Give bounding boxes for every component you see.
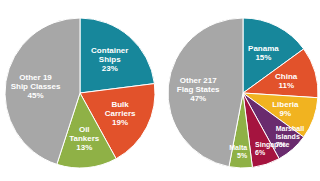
slice-label-line: Islands <box>276 133 300 140</box>
data-label: 47% <box>190 94 206 103</box>
slice-label: Other 19Ship Classes <box>11 73 61 91</box>
pie-slice <box>243 49 318 98</box>
slice-label-line: Liberia <box>272 100 299 109</box>
slice-label: Other 217Flag States <box>177 76 220 94</box>
data-label: 19% <box>112 118 128 127</box>
pie-0: ContainerShips23% BulkCarriers19% OilTanke… <box>5 18 155 168</box>
slice-label-line: China <box>275 72 298 81</box>
data-label: 13% <box>76 143 92 152</box>
slice-label-line: Container <box>91 46 128 55</box>
slice-label: MarshallIslands <box>276 125 304 140</box>
data-label: 5% <box>237 152 248 159</box>
labels: ContainerShips23% BulkCarriers19% OilTanke… <box>11 46 136 152</box>
slice-label-line: Ship Classes <box>11 82 61 91</box>
data-label: 11% <box>278 81 294 90</box>
slice-label-line: Other 217 <box>180 76 217 85</box>
data-label: 9% <box>280 109 292 118</box>
slice-label: Panama <box>248 44 279 53</box>
data-label: 23% <box>102 64 118 73</box>
pie-1: Panama15% China11% Liberia9% MarshallIsland… <box>168 18 318 168</box>
data-label: 45% <box>28 91 44 100</box>
slice-label-line: Carriers <box>105 109 136 118</box>
slice-label-line: Other 19 <box>19 73 52 82</box>
data-label: 15% <box>255 53 271 62</box>
slice-label-line: Oil <box>79 125 90 134</box>
slice-label: ContainerShips <box>91 46 128 64</box>
data-label: 6% <box>255 149 266 156</box>
slice-label: OilTankers <box>69 125 100 143</box>
slice-label: Malta <box>229 144 247 151</box>
slice-label: Singapore <box>255 141 289 149</box>
slice-label-line: Bulk <box>111 100 129 109</box>
labels: Panama15% China11% Liberia9% MarshallIsland… <box>177 44 304 159</box>
slice-label: China <box>275 72 298 81</box>
slice-label-line: Tankers <box>69 134 100 143</box>
chart-canvas: ContainerShips23% BulkCarriers19% OilTanke… <box>0 0 320 181</box>
slice-label-line: Flag States <box>177 85 220 94</box>
slice-label: BulkCarriers <box>105 100 136 118</box>
slice-label-line: Singapore <box>255 141 289 149</box>
slice-label-line: Panama <box>248 44 279 53</box>
pie-slice <box>80 18 154 93</box>
slice-label: Liberia <box>272 100 299 109</box>
slice-label-line: Marshall <box>276 125 304 132</box>
slice-label-line: Malta <box>229 144 247 151</box>
slice-label-line: Ships <box>99 55 121 64</box>
